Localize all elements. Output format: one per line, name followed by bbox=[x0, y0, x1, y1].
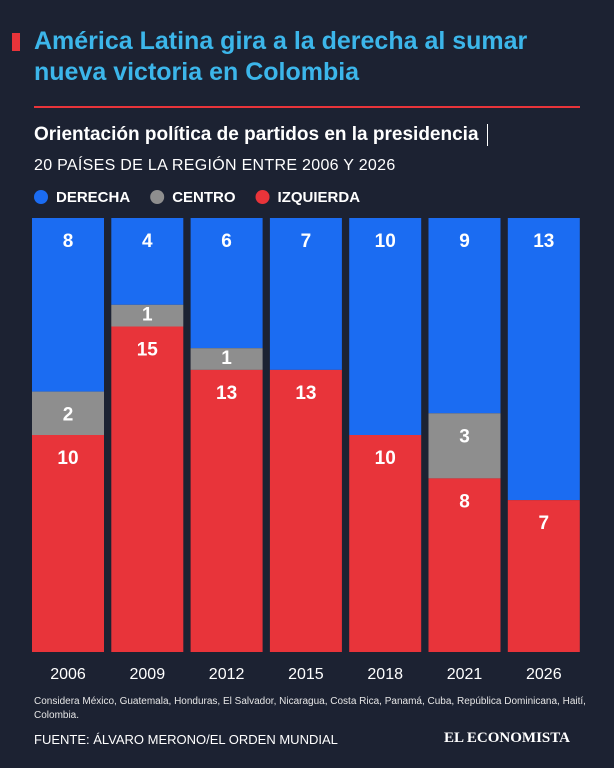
subtitle: Orientación política de partidos en la p… bbox=[34, 124, 488, 146]
value-label: 7 bbox=[301, 231, 312, 252]
title: América Latina gira a la derecha al suma… bbox=[34, 27, 528, 86]
legend-swatch bbox=[150, 190, 165, 204]
value-label: 4 bbox=[142, 231, 153, 252]
value-label: 10 bbox=[375, 231, 396, 252]
value-label: 13 bbox=[533, 231, 554, 252]
value-label: 10 bbox=[375, 448, 396, 469]
bar-segment bbox=[269, 218, 342, 370]
bar-segment bbox=[269, 369, 342, 652]
value-label: 7 bbox=[539, 513, 550, 534]
value-label: 1 bbox=[142, 305, 153, 326]
x-tick-label: 2026 bbox=[526, 666, 562, 683]
legend-swatch bbox=[34, 190, 48, 204]
legend-label: CENTRO bbox=[172, 189, 236, 206]
value-label: 9 bbox=[459, 231, 470, 252]
bar-segment bbox=[428, 478, 501, 652]
x-tick-label: 2018 bbox=[367, 666, 403, 683]
x-tick-label: 2009 bbox=[130, 666, 166, 683]
logo: EL ECONOMISTA bbox=[444, 730, 570, 746]
value-label: 8 bbox=[459, 491, 470, 512]
title-rule bbox=[34, 106, 580, 108]
value-label: 13 bbox=[295, 383, 316, 404]
bar-segment bbox=[190, 218, 263, 349]
value-label: 6 bbox=[221, 231, 232, 252]
bar-segment bbox=[428, 218, 501, 414]
value-label: 13 bbox=[216, 383, 237, 404]
x-tick-label: 2006 bbox=[50, 666, 86, 683]
bar-segment bbox=[428, 413, 501, 479]
x-tick-label: 2021 bbox=[447, 666, 483, 683]
value-label: 10 bbox=[57, 448, 78, 469]
source: FUENTE: ÁLVARO MERONO/EL ORDEN MUNDIAL bbox=[34, 732, 338, 747]
chart: DERECHA CENTRO IZQUIERDA 8 2 10 2006 4 1 15 2009 6 1… bbox=[32, 189, 580, 683]
bar-segment bbox=[190, 369, 263, 652]
bar-segment bbox=[507, 500, 580, 652]
legend-label: IZQUIERDA bbox=[278, 189, 361, 206]
bar-segment bbox=[111, 218, 184, 305]
value-label: 1 bbox=[221, 348, 232, 369]
bar-segment bbox=[507, 218, 580, 501]
bar-segment bbox=[32, 218, 104, 392]
legend-label: DERECHA bbox=[56, 189, 130, 206]
bar-segment bbox=[190, 348, 263, 370]
value-label: 3 bbox=[459, 426, 470, 447]
notes: Considera México, Guatemala, Honduras, E… bbox=[34, 696, 586, 721]
bar-segment bbox=[349, 435, 422, 652]
value-label: 8 bbox=[63, 231, 74, 252]
title-mark bbox=[12, 33, 20, 51]
bar-segment bbox=[349, 218, 422, 435]
subtitle-2: 20 PAÍSES DE LA REGIÓN ENTRE 2006 Y 2026 bbox=[34, 157, 396, 174]
bar-segment bbox=[111, 304, 184, 327]
x-tick-label: 2015 bbox=[288, 666, 324, 683]
legend-swatch bbox=[255, 190, 270, 204]
bar-segment bbox=[32, 435, 104, 652]
value-label: 15 bbox=[137, 340, 159, 361]
x-tick-label: 2012 bbox=[209, 666, 245, 683]
bar-segment bbox=[32, 391, 104, 435]
value-label: 2 bbox=[63, 405, 74, 426]
bar-segment bbox=[111, 326, 184, 652]
